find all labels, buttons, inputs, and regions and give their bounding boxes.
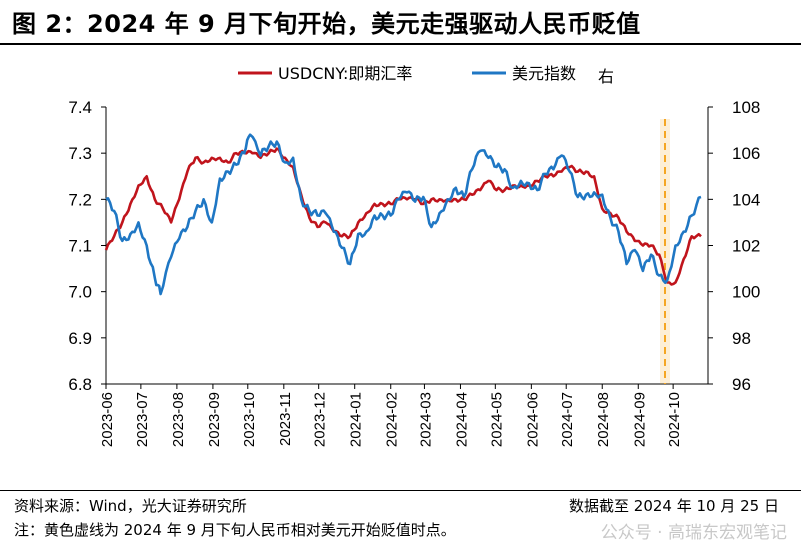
left-tick-label: 7.3 xyxy=(68,144,92,163)
x-tick-label: 2023-12 xyxy=(312,392,329,447)
x-tick-label: 2023-10 xyxy=(241,392,258,447)
footer-rule xyxy=(0,490,801,491)
note-text: 注：黄色虚线为 2024 年 9 月下旬人民币相对美元开始贬值时点。 xyxy=(14,521,456,539)
title-rule xyxy=(0,43,801,45)
x-tick-label: 2024-01 xyxy=(348,392,365,447)
left-tick-label: 7.1 xyxy=(68,237,92,256)
series-line-dxy xyxy=(105,133,702,296)
x-tick-label: 2024-08 xyxy=(595,392,612,447)
right-tick-label: 102 xyxy=(732,237,760,256)
left-tick-label: 7.4 xyxy=(68,98,92,117)
x-tick-label: 2023-08 xyxy=(170,392,187,447)
right-tick-label: 100 xyxy=(732,283,760,302)
x-tick-label: 2023-06 xyxy=(99,392,116,447)
x-tick-label: 2024-06 xyxy=(524,392,541,447)
x-tick-label: 2024-02 xyxy=(384,392,401,447)
right-tick-label: 96 xyxy=(732,375,751,394)
x-tick-label: 2024-04 xyxy=(453,392,470,447)
watermark-text: 公众号 · 高瑞东宏观笔记 xyxy=(600,523,787,543)
right-tick-label: 108 xyxy=(732,98,760,117)
x-tick-label: 2024-09 xyxy=(631,392,648,447)
page-title: 图 2：2024 年 9 月下旬开始，美元走强驱动人民币贬值 xyxy=(12,10,641,38)
legend: USDCNY:即期汇率 美元指数 右 xyxy=(238,64,614,86)
legend-right-axis-note: 右 xyxy=(598,67,614,86)
right-tick-label: 98 xyxy=(732,329,751,348)
left-tick-label: 6.9 xyxy=(68,329,92,348)
series-group xyxy=(104,133,702,296)
legend-label-dxy: 美元指数 xyxy=(512,64,576,83)
x-tick-label: 2023-11 xyxy=(277,392,294,446)
right-tick-label: 104 xyxy=(732,190,760,209)
left-tick-label: 7.2 xyxy=(68,190,92,209)
as-of-text: 数据截至 2024 年 10 月 25 日 xyxy=(569,497,779,515)
x-tick-label: 2024-05 xyxy=(488,392,505,447)
right-tick-label: 106 xyxy=(732,144,760,163)
axes: 6.8 6.9 7.0 7.1 7.2 7.3 7.4 96 98 100 102 104 106 108… xyxy=(68,98,760,447)
source-text: 资料来源：Wind，光大证券研究所 xyxy=(14,497,247,515)
x-tick-label: 2023-07 xyxy=(134,392,151,447)
series-line-usdcny xyxy=(104,147,702,286)
legend-label-usdcny: USDCNY:即期汇率 xyxy=(278,64,412,83)
left-tick-label: 7.0 xyxy=(68,283,92,302)
x-tick-label: 2024-10 xyxy=(666,392,683,447)
left-tick-label: 6.8 xyxy=(68,375,92,394)
x-tick-label: 2024-07 xyxy=(559,392,576,447)
x-tick-label: 2024-03 xyxy=(417,392,434,447)
vertical-marker-group xyxy=(660,119,670,384)
x-tick-label: 2023-09 xyxy=(206,392,223,447)
